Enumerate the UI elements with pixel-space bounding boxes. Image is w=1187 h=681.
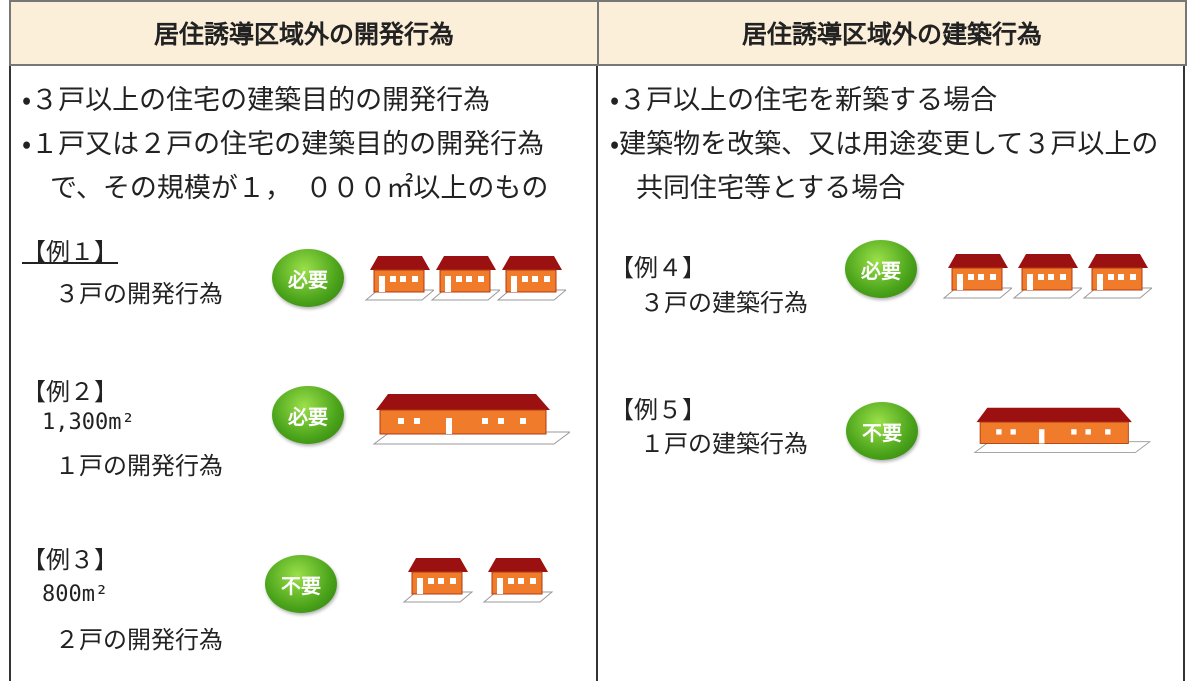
houses — [403, 557, 553, 603]
example-description: ２戸の開発行為 — [55, 626, 223, 654]
example-size: 800m² — [42, 582, 109, 607]
badge: 不要 — [846, 402, 918, 460]
bullet: ・３戸以上の住宅を新築する場合 — [610, 85, 998, 116]
badge: 必要 — [272, 386, 344, 444]
example-label: 【例３】 — [22, 546, 118, 574]
bullet: ・建築物を改築、又は用途変更して３戸以上の — [610, 129, 1159, 160]
example-size: 1,300m² — [42, 410, 135, 435]
badge: 必要 — [272, 249, 344, 307]
example-description: １戸の建築行為 — [640, 430, 808, 458]
bullet: で、その規模が１， ０００㎡以上のもの — [50, 173, 549, 204]
example-label: 【例４】 — [610, 254, 706, 282]
houses — [943, 253, 1152, 299]
bullet: 共同住宅等とする場合 — [636, 173, 906, 204]
bullet: ・１戸又は２戸の住宅の建築目的の開発行為 — [22, 129, 545, 160]
example-label: 【例２】 — [22, 378, 118, 406]
border — [9, 66, 11, 681]
example-description: １戸の開発行為 — [55, 452, 223, 480]
houses — [974, 407, 1151, 453]
houses — [365, 255, 566, 301]
column-header: 居住誘導区域外の開発行為 — [9, 0, 599, 66]
border — [1183, 66, 1185, 681]
houses — [373, 393, 570, 445]
border — [596, 66, 598, 681]
badge: 不要 — [265, 555, 337, 613]
example-description: ３戸の建築行為 — [640, 289, 808, 317]
example-description: ３戸の開発行為 — [55, 280, 223, 308]
badge: 必要 — [845, 240, 917, 298]
example-label: 【例１】 — [22, 238, 118, 266]
column-header: 居住誘導区域外の建築行為 — [597, 0, 1187, 66]
example-label: 【例５】 — [610, 396, 706, 424]
bullet: ・３戸以上の住宅の建築目的の開発行為 — [22, 85, 491, 116]
